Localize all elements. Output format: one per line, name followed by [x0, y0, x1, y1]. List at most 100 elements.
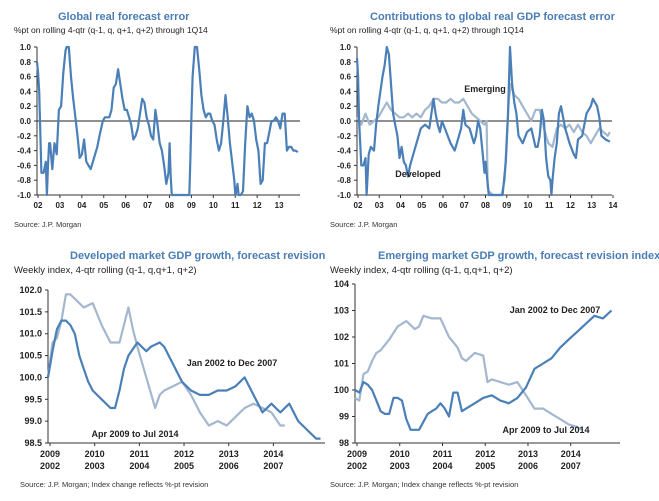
y-tick-label: 104: [334, 279, 349, 289]
x-tick-label: 11: [231, 201, 240, 210]
y-tick-label: 101: [334, 359, 349, 369]
chart3-subtitle: Weekly index, 4-qtr rolling (q-1, q,q+1,…: [14, 265, 197, 276]
x-tick-label: 04: [77, 201, 86, 210]
y-tick-label: 99.5: [24, 394, 42, 404]
x-tick-label-bottom: 2006: [518, 461, 538, 471]
x-tick-label: 07: [460, 201, 469, 210]
x-tick-label-bottom: 2006: [219, 461, 239, 471]
y-tick-label: -0.8: [337, 176, 351, 185]
x-tick-label: 02: [354, 201, 363, 210]
series-line-developed: [355, 45, 611, 197]
y-tick-label: -0.4: [337, 147, 351, 156]
y-tick-label: 0.0: [20, 117, 32, 126]
x-tick-label-top: 2012: [174, 449, 194, 459]
x-tick-label: 14: [609, 201, 618, 210]
chart4-source: Source: J.P. Morgan; Index change reflec…: [330, 480, 519, 489]
series-line-global: [35, 45, 299, 197]
x-tick-label: 07: [143, 201, 152, 210]
series-line-jan-2002-to-dec-2007: [46, 319, 321, 440]
y-tick-label: 0.8: [20, 58, 32, 67]
x-tick-label-top: 2014: [561, 449, 581, 459]
x-tick-label: 10: [524, 201, 533, 210]
y-tick-label: 0.4: [20, 87, 32, 96]
x-tick-label-bottom: 2002: [40, 461, 60, 471]
series-line-apr-2009-to-jul-2014: [46, 293, 285, 427]
x-tick-label: 12: [566, 201, 575, 210]
y-tick-label: 99: [339, 412, 349, 422]
chart4-title: Emerging market GDP growth, forecast rev…: [378, 250, 659, 262]
y-tick-label: 0.2: [340, 102, 352, 111]
x-tick-label-bottom: 2005: [174, 461, 194, 471]
y-tick-label: -1.0: [337, 191, 351, 200]
chart3-source: Source: J.P. Morgan; Index change reflec…: [20, 480, 209, 489]
series-annotation: Apr 2009 to Jul 2014: [502, 425, 589, 435]
x-tick-label-bottom: 2007: [263, 461, 283, 471]
x-tick-label: 03: [375, 201, 384, 210]
x-tick-label-bottom: 2004: [129, 461, 149, 471]
x-tick-label: 05: [99, 201, 108, 210]
x-tick-label: 12: [253, 201, 262, 210]
x-tick-label-bottom: 2002: [347, 461, 367, 471]
series-annotation: Jan 2002 to Dec 2007: [510, 305, 601, 315]
x-tick-label-top: 2010: [85, 449, 105, 459]
chart1-source: Source: J.P. Morgan: [14, 220, 82, 229]
y-tick-label: -0.6: [337, 161, 351, 170]
x-tick-label-top: 2011: [433, 449, 453, 459]
x-tick-label: 02: [34, 201, 43, 210]
x-tick-label-top: 2012: [475, 449, 495, 459]
y-tick-label: 99.0: [24, 416, 42, 426]
series-annotation: Emerging: [464, 84, 506, 94]
x-tick-label: 09: [187, 201, 196, 210]
x-tick-label-bottom: 2003: [85, 461, 105, 471]
y-tick-label: 100.0: [19, 372, 42, 382]
x-tick-label: 11: [545, 201, 554, 210]
y-tick-label: 100.5: [19, 351, 42, 361]
series-annotation: Apr 2009 to Jul 2014: [91, 429, 178, 439]
series-annotation: Developed: [395, 169, 441, 179]
x-tick-label-top: 2013: [518, 449, 538, 459]
x-tick-label: 03: [55, 201, 64, 210]
x-tick-label: 13: [275, 201, 284, 210]
y-tick-label: -0.6: [17, 161, 31, 170]
y-tick-label: 0.2: [20, 102, 32, 111]
x-tick-label: 13: [587, 201, 596, 210]
x-tick-label-bottom: 2003: [390, 461, 410, 471]
x-tick-label-top: 2009: [347, 449, 367, 459]
y-tick-label: -0.2: [337, 132, 351, 141]
y-tick-label: -0.2: [17, 132, 31, 141]
series-line-apr-2009-to-jul-2014: [354, 314, 583, 431]
y-tick-label: 102.0: [19, 285, 42, 295]
chart2-title: Contributions to global real GDP forecas…: [370, 11, 615, 23]
y-tick-label: 0.8: [340, 58, 352, 67]
y-tick-label: 0.0: [340, 117, 352, 126]
x-tick-label-top: 2009: [40, 449, 60, 459]
x-tick-label-top: 2010: [390, 449, 410, 459]
x-tick-label: 08: [165, 201, 174, 210]
chart2-subtitle: %pt on rolling 4-qtr (q-1, q, q+1, q+2) …: [330, 25, 524, 35]
y-tick-label: 102: [334, 332, 349, 342]
y-tick-label: -0.4: [17, 147, 31, 156]
y-tick-label: 98: [339, 438, 349, 448]
y-tick-label: 101.5: [19, 307, 42, 317]
series-annotation: Jan 2002 to Dec 2007: [187, 358, 278, 368]
y-tick-label: 101.0: [19, 329, 42, 339]
x-tick-label-top: 2014: [263, 449, 283, 459]
x-tick-label-bottom: 2007: [561, 461, 581, 471]
x-tick-label: 09: [502, 201, 511, 210]
x-tick-label: 06: [121, 201, 130, 210]
x-tick-label-top: 2011: [130, 449, 150, 459]
y-tick-label: 98.5: [24, 438, 42, 448]
chart1-subtitle: %pt on rolling 4-qtr (q-1, q, q+1, q+2) …: [14, 25, 208, 35]
series-line-jan-2002-to-dec-2007: [354, 309, 613, 431]
x-tick-label: 10: [209, 201, 218, 210]
x-tick-label: 08: [481, 201, 490, 210]
chart4-subtitle: Weekly index, 4-qtr rolling (q-1, q,q+1,…: [330, 265, 513, 276]
x-tick-label: 06: [439, 201, 448, 210]
chart1-title: Global real forecast error: [58, 11, 190, 23]
y-tick-label: 0.6: [340, 73, 352, 82]
x-tick-label-bottom: 2005: [475, 461, 495, 471]
